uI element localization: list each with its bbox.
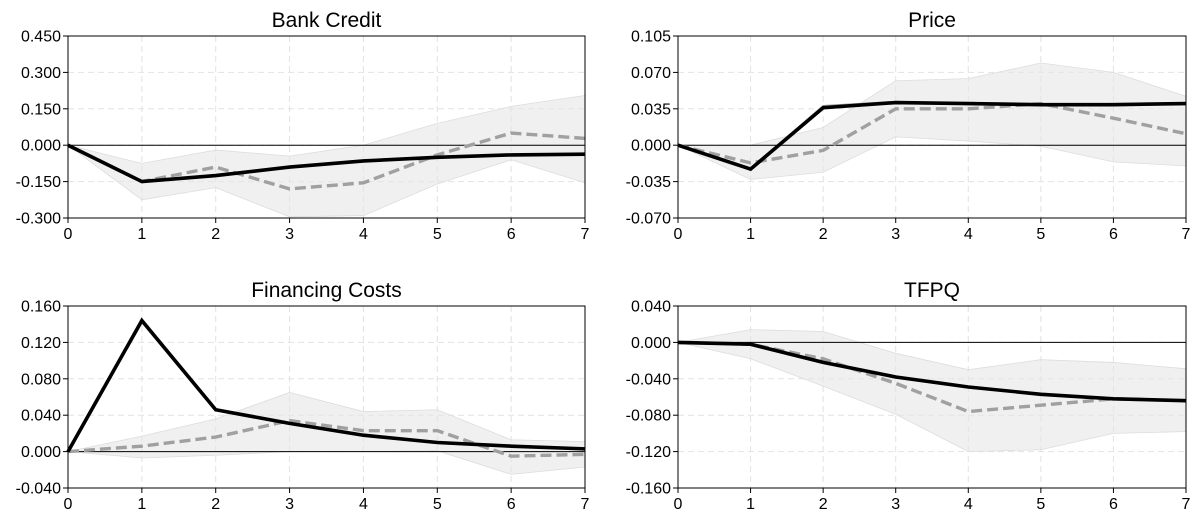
y-tick-label: 0.035 [631, 101, 671, 118]
y-tick-label: -0.070 [626, 211, 671, 228]
x-tick-label: 3 [285, 226, 294, 243]
x-tick-label: 2 [819, 496, 828, 513]
x-tick-label: 3 [891, 226, 900, 243]
y-tick-label: -0.040 [626, 371, 671, 388]
x-tick-label: 4 [964, 226, 973, 243]
y-tick-label: 0.150 [21, 101, 61, 118]
y-tick-label: 0.080 [21, 371, 61, 388]
x-tick-label: 7 [581, 226, 590, 243]
y-tick-label: 0.300 [21, 65, 61, 82]
x-tick-label: 4 [964, 496, 973, 513]
y-tick-label: 0.450 [21, 29, 61, 46]
panel-2: -0.070 -0.035 0.000 0.035 0.070 0.105 0 1 2 3 4 5 6 7… [626, 9, 1191, 243]
panel-1: -0.300 -0.150 0.000 0.150 0.300 0.450 0 1 2 3 4 5 6 7… [16, 9, 590, 243]
x-tick-label: 6 [1109, 226, 1118, 243]
y-tick-label: 0.120 [21, 335, 61, 352]
x-tick-label: 7 [581, 496, 590, 513]
series-line-solid-black [66, 317, 586, 453]
y-tick-label: 0.000 [21, 138, 61, 155]
y-tick-label: -0.300 [16, 211, 61, 228]
y-tick-label: 0.000 [631, 138, 671, 155]
x-tick-label: 6 [507, 496, 516, 513]
x-tick-label: 1 [137, 496, 146, 513]
x-tick-label: 3 [285, 496, 294, 513]
y-tick-label: -0.040 [16, 481, 61, 498]
panel-title: Bank Credit [272, 9, 382, 32]
plot-frame [67, 305, 586, 489]
panel-title: Financing Costs [251, 279, 402, 302]
y-tick-label: 0.000 [21, 444, 61, 461]
y-tick-label: -0.150 [16, 174, 61, 191]
x-tick-label: 7 [1182, 226, 1191, 243]
y-tick-label: 0.040 [21, 408, 61, 425]
x-tick-label: 4 [359, 226, 368, 243]
x-tick-label: 1 [746, 226, 755, 243]
y-tick-label: -0.035 [626, 174, 671, 191]
panel-3: -0.040 0.000 0.040 0.080 0.120 0.160 0 1 2 3 4 5 6 7 F… [16, 279, 590, 513]
x-tick-label: 1 [137, 226, 146, 243]
x-tick-label: 6 [507, 226, 516, 243]
x-tick-label: 0 [64, 496, 73, 513]
x-tick-label: 5 [1036, 226, 1045, 243]
y-tick-label: -0.080 [626, 408, 671, 425]
y-tick-label: 0.040 [631, 299, 671, 316]
y-tick-label: 0.070 [631, 65, 671, 82]
x-tick-label: 7 [1182, 496, 1191, 513]
y-tick-label: -0.120 [626, 444, 671, 461]
plot-frame [677, 35, 1187, 219]
series-line-solid-black [677, 340, 1187, 403]
x-tick-label: 0 [674, 496, 683, 513]
panel-title: TFPQ [904, 279, 960, 302]
x-tick-label: 5 [433, 496, 442, 513]
y-tick-label: 0.160 [21, 299, 61, 316]
x-tick-label: 2 [211, 496, 220, 513]
plot-frame [677, 305, 1187, 489]
series-line-dashed-gray [67, 418, 586, 458]
x-tick-label: 3 [891, 496, 900, 513]
x-tick-label: 0 [674, 226, 683, 243]
confidence-band [677, 329, 1187, 453]
x-tick-label: 1 [746, 496, 755, 513]
panel-4: -0.160 -0.120 -0.080 -0.040 0.000 0.040 0 1 2 3 4 5… [626, 279, 1191, 513]
series-line-solid-black [677, 100, 1187, 172]
x-tick-label: 5 [433, 226, 442, 243]
x-tick-label: 0 [64, 226, 73, 243]
confidence-band [67, 392, 586, 475]
y-tick-label: 0.000 [631, 335, 671, 352]
y-tick-label: 0.105 [631, 29, 671, 46]
x-tick-label: 4 [359, 496, 368, 513]
confidence-band [677, 62, 1187, 180]
x-tick-label: 6 [1109, 496, 1118, 513]
plot-frame [67, 35, 586, 219]
x-tick-label: 2 [819, 226, 828, 243]
x-tick-label: 2 [211, 226, 220, 243]
y-tick-label: -0.160 [626, 481, 671, 498]
panel-title: Price [908, 9, 956, 32]
series-line-solid-black [67, 143, 586, 184]
x-tick-label: 5 [1036, 496, 1045, 513]
series-line-dashed-gray [67, 131, 586, 191]
